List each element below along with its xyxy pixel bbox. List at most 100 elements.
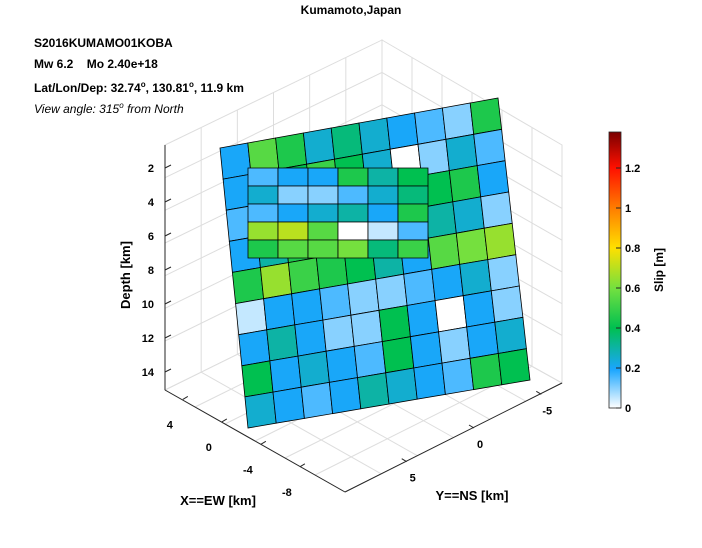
degree-symbol-view: o [119,101,124,110]
x-tick [299,463,306,468]
slip-patch [497,348,531,386]
colorbar-tick-label: 0.8 [625,243,640,255]
slip-patch [483,222,517,261]
z-tick-label: 6 [148,231,154,243]
event-id: S2016KUMAMO01KOBA [34,36,173,50]
slip-patch [277,221,309,241]
x-tick [260,440,267,445]
colorbar-tick-label: 1 [625,203,631,215]
slip-patch [347,278,380,316]
slip-patch [469,97,503,135]
slip-patch [307,203,339,223]
slip-patch [219,142,252,180]
slip-patch [302,127,335,165]
slip-patch [487,254,520,292]
slip-patch [337,203,369,223]
z-axis-label: Depth [km] [118,241,133,309]
z-tick-label: 8 [148,265,154,277]
axis-lines [164,145,563,493]
colorbar-ticks: 0 0.2 0.4 0.6 0.8 1 1.2 [616,163,641,415]
slip-patch [337,239,369,259]
slip-patch [367,221,399,241]
slip-patch [287,257,321,295]
z-tick [164,198,172,203]
colorbar-tick-label: 0.6 [625,283,640,295]
z-tick [164,164,172,169]
slip-patch [350,309,383,347]
slip-patch [325,345,358,383]
slip-patch [431,263,464,302]
slip-patch [247,239,279,259]
slip-patch [459,259,492,297]
y-axis-label: Y==NS [km] [436,488,509,503]
colorbar [608,131,622,409]
location-label: Lat/Lon/Dep: 32.74 [34,81,141,95]
slip-patch [291,288,324,326]
axis-ticks: 2 4 6 8 10 12 14 4 0 -4 -8 5 0 -5 [142,163,552,499]
fault-segments [219,97,531,429]
slip-patch [357,372,390,410]
slip-patch [367,239,399,259]
slip-patch [424,201,457,239]
degree-symbol-lat: o [140,80,146,89]
slip-patch [367,185,399,205]
slip-patch [307,167,339,187]
slip-patch [448,165,482,203]
slip-patch [386,112,419,150]
slip-patch [244,391,277,429]
y-tick-label: 5 [410,473,416,485]
colorbar-label: Slip [m] [652,248,666,292]
slip-patch [427,232,461,270]
slip-patch [434,295,468,333]
magnitude-moment: Mw 6.2 Mo 2.40e+18 [34,57,158,71]
slip-patch [277,239,309,259]
y-tick [401,458,407,463]
view-label-prefix: View angle: 315 [34,102,120,116]
z-tick-label: 2 [148,163,154,175]
slip-patch [397,239,429,259]
slip-patch [294,319,327,357]
slip-patch [397,167,429,187]
slip-patch [300,381,334,419]
slip-patch [330,122,363,160]
slip-patch [247,185,279,205]
y-axis-line [344,382,563,493]
x-tick-label: -4 [243,464,254,476]
slip-patch [307,239,339,259]
x-tick [221,418,228,423]
y-tick [468,424,475,429]
slip-patch [247,167,279,187]
slip-patch [337,221,369,241]
moment-label: Mo 2.40e+18 [86,57,158,71]
slip-patch [337,167,369,187]
slip-patch [297,350,330,388]
z-tick [164,266,172,271]
z-tick-label: 10 [142,299,154,311]
slip-patch [381,336,415,374]
slip-patch [247,221,279,241]
location-line: Lat/Lon/Dep: 32.74o, 130.81o, 11.9 km [34,80,244,95]
slip-patch [263,293,296,331]
x-tick-label: 4 [167,419,174,431]
slip-patch [441,357,475,395]
colorbar-tick-label: 0 [625,403,631,415]
chart-title: Kumamoto,Japan [300,3,402,17]
slip-patch [247,203,279,223]
slip-patch [241,360,274,398]
z-tick-label: 4 [148,197,155,209]
slip-patch [307,185,339,205]
slip-patch [337,185,369,205]
y-tick-label: -5 [542,405,552,417]
slip-patch [235,298,268,336]
slip-patch [375,273,408,311]
slip-patch [367,167,399,187]
slip-patch [406,300,440,338]
slip-patch [476,160,510,198]
z-tick [164,300,172,305]
z-tick [164,232,172,237]
slip-patch [462,290,496,328]
z-tick [164,368,172,373]
colorbar-tick-label: 0.4 [625,323,641,335]
slip-patch [307,221,339,241]
slip-patch [452,196,485,234]
